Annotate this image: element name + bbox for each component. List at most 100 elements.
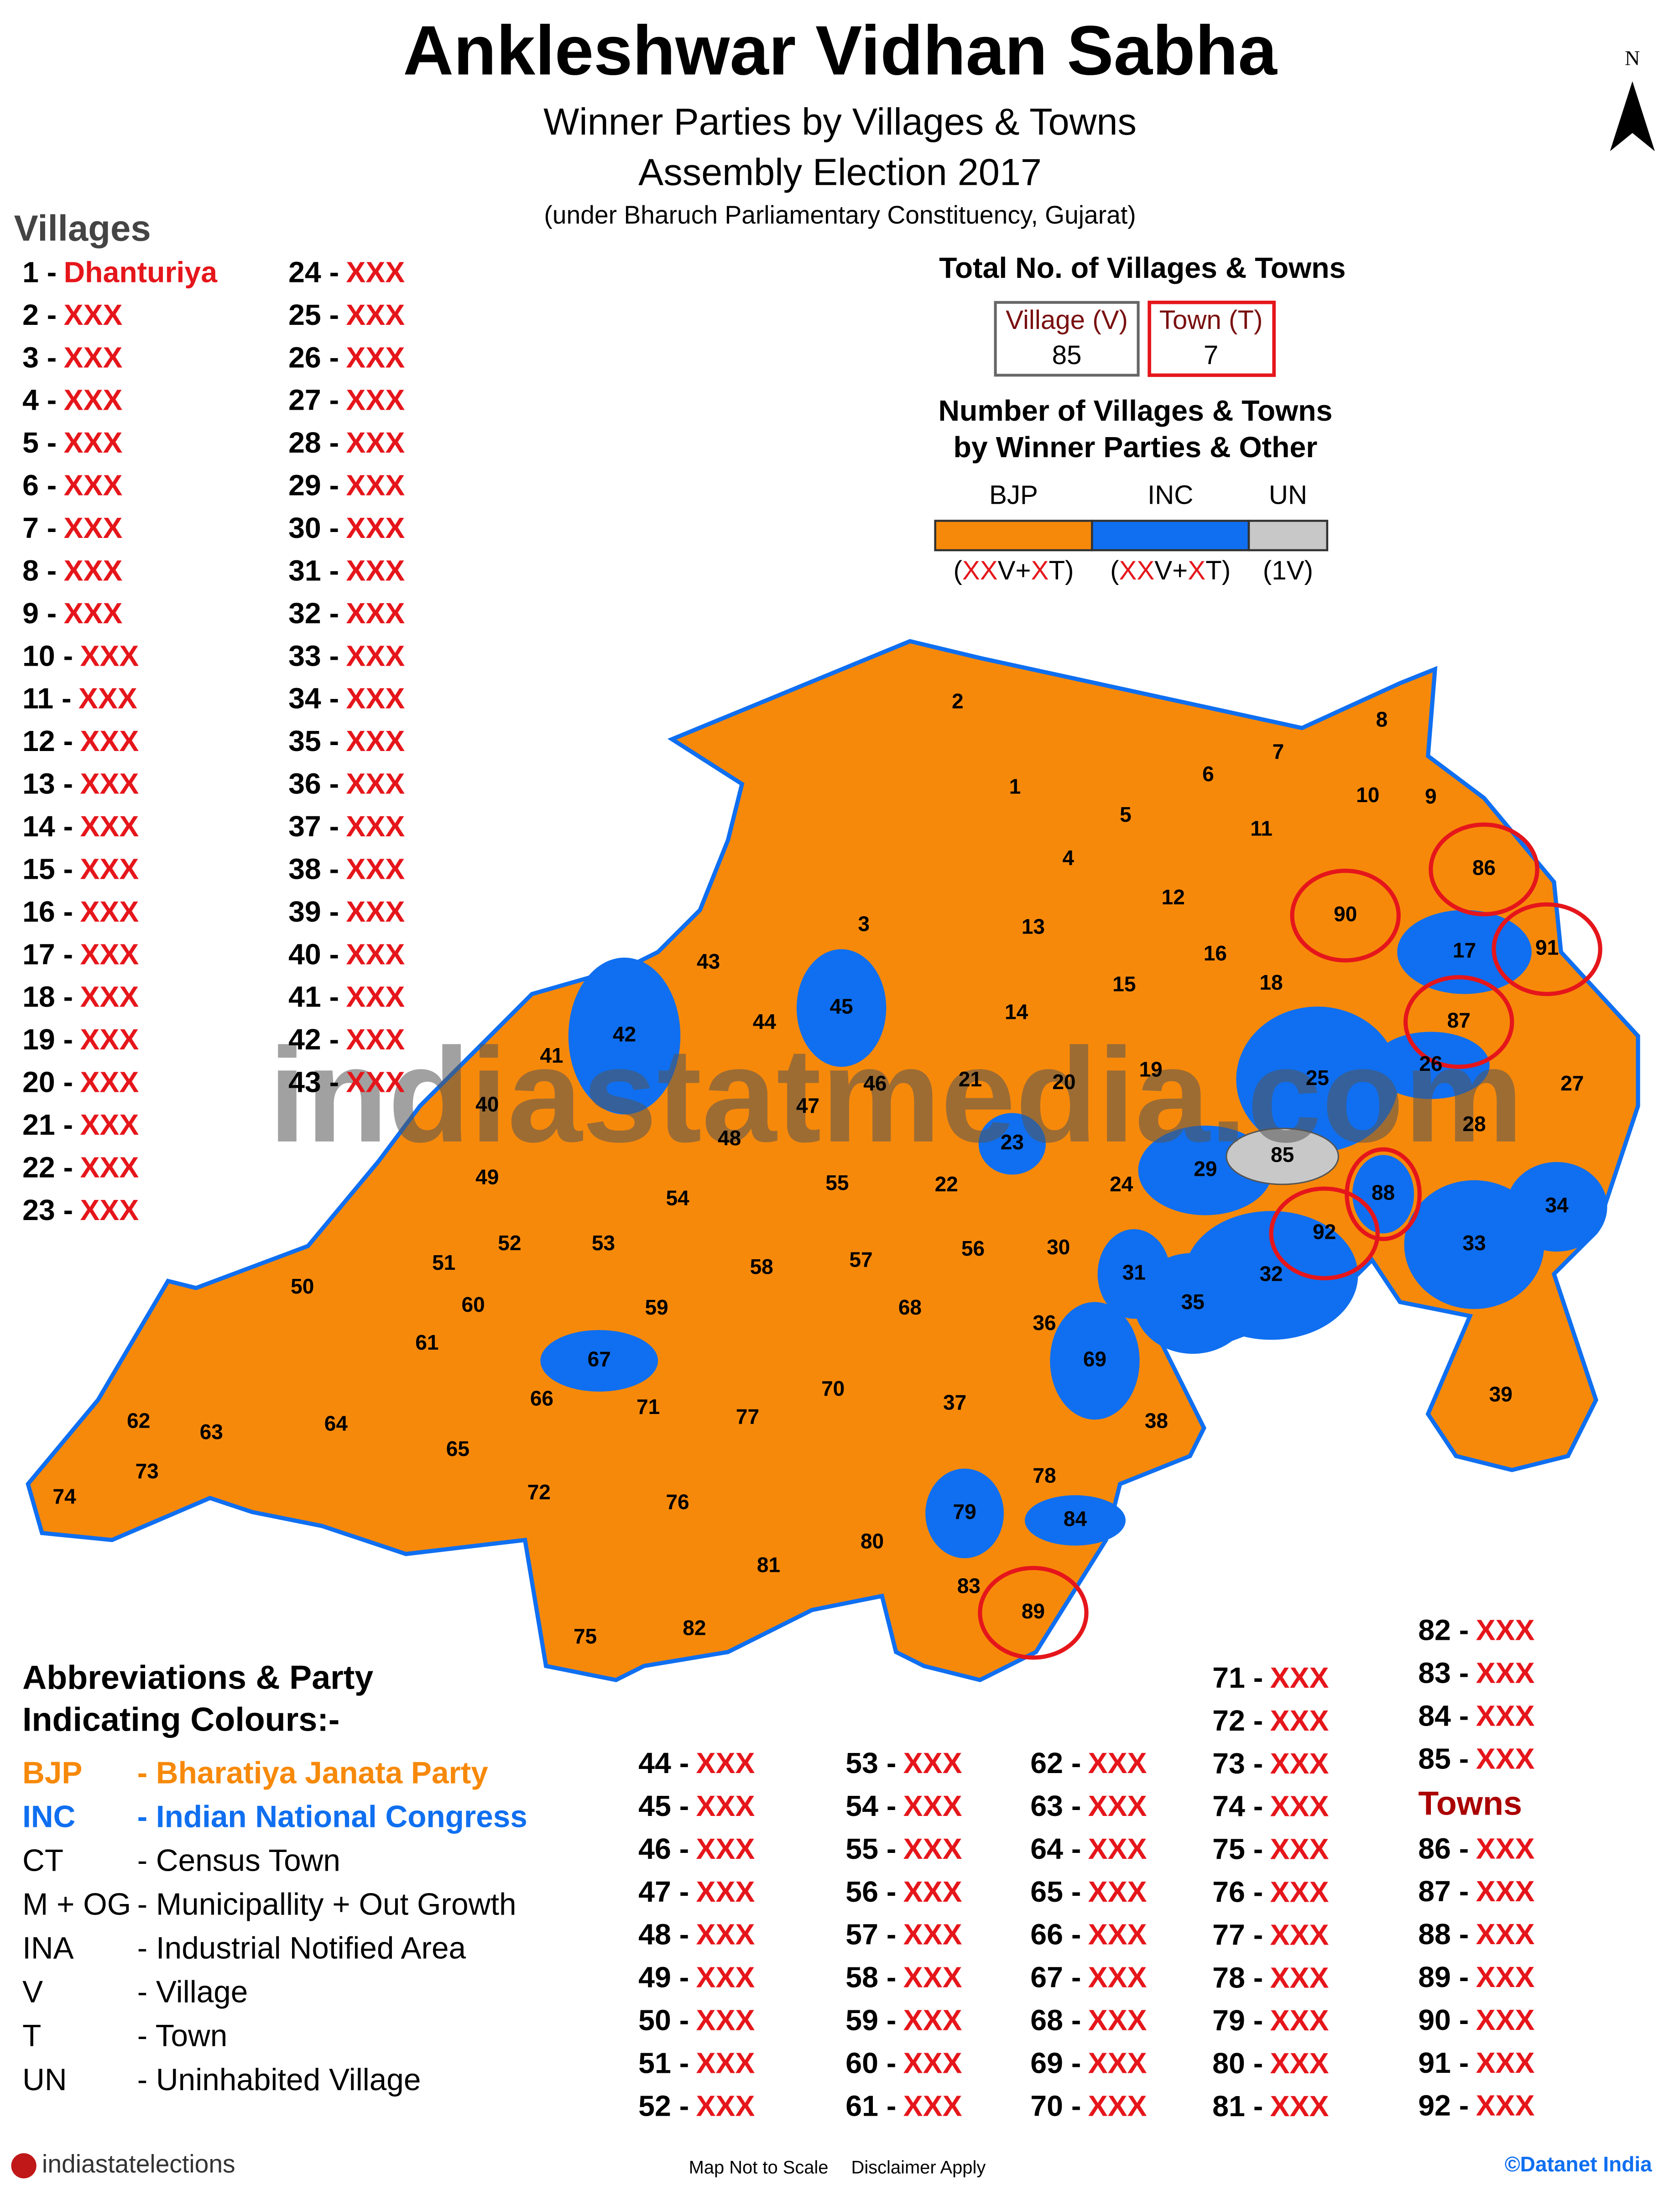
region-label: 16: [1204, 941, 1227, 965]
item-number: 69 -: [1030, 2046, 1081, 2079]
region-label: 35: [1181, 1290, 1205, 1314]
list-item: 69 - XXX: [1030, 2046, 1147, 2079]
item-number: 20 -: [22, 1066, 73, 1099]
list-item: 12 - XXX: [22, 725, 139, 757]
item-number: 45 -: [638, 1789, 689, 1822]
region-label: 2: [952, 689, 964, 713]
region-label: 48: [718, 1126, 741, 1150]
item-number: 10 -: [22, 639, 73, 672]
count-part: (1V): [1263, 556, 1313, 585]
abbr-desc: - Indian National Congress: [137, 1800, 527, 1834]
item-number: 73 -: [1212, 1747, 1263, 1780]
item-name: XXX: [64, 341, 123, 374]
list-item: 23 - XXX: [22, 1194, 139, 1226]
item-number: 11 -: [22, 682, 71, 715]
scale-note: Map Not to Scale: [689, 2157, 829, 2177]
item-number: 38 -: [288, 852, 339, 885]
list-item: 35 - XXX: [288, 725, 405, 757]
item-name: XXX: [696, 2089, 755, 2122]
list-item: 51 - XXX: [638, 2046, 755, 2079]
list-item: 63 - XXX: [1030, 1789, 1147, 1822]
list-item: 21 - XXX: [22, 1108, 139, 1141]
region-fill: [1372, 1032, 1490, 1099]
region-fill: [540, 1330, 658, 1392]
region-fill: [925, 1468, 1004, 1559]
item-number: 90 -: [1418, 2003, 1469, 2036]
region-label: 91: [1535, 936, 1559, 960]
item-name: XXX: [1088, 1875, 1147, 1908]
list-item: 32 - XXX: [288, 597, 405, 630]
item-number: 58 -: [845, 1961, 896, 1994]
region-label: 26: [1419, 1052, 1442, 1075]
village-count: 85: [1052, 340, 1082, 370]
region-label: 37: [943, 1391, 966, 1414]
list-item: 2 - XXX: [22, 298, 122, 331]
totals-title: Total No. of Villages & Towns: [939, 251, 1346, 284]
subtitle: Winner Parties by Villages & Towns: [543, 100, 1137, 143]
item-name: XXX: [1270, 1833, 1329, 1866]
item-name: XXX: [1476, 1700, 1535, 1732]
region-label: 90: [1334, 902, 1357, 926]
town-label: Town (T): [1159, 305, 1263, 335]
region-label: 72: [527, 1480, 551, 1504]
list-item: 10 - XXX: [22, 639, 139, 672]
region-label: 80: [861, 1529, 884, 1553]
item-number: 30 -: [288, 511, 339, 544]
item-number: 48 -: [638, 1918, 689, 1951]
list-item: 1 - Dhanturiya: [22, 256, 218, 288]
villages-heading: Villages: [14, 208, 151, 248]
region-label: 29: [1194, 1157, 1217, 1180]
list-item: 75 - XXX: [1212, 1833, 1329, 1866]
list-item: 82 - XXX: [1418, 1614, 1534, 1647]
region-label: 41: [540, 1043, 563, 1067]
item-number: 43 -: [288, 1066, 339, 1099]
item-name: XXX: [696, 2004, 755, 2037]
list-item: 50 - XXX: [638, 2004, 755, 2037]
list-item: 89 - XXX: [1418, 1961, 1534, 1993]
list-item: 48 - XXX: [638, 1918, 755, 1951]
region-label: 87: [1447, 1008, 1471, 1032]
region-label: 6: [1202, 762, 1214, 786]
item-name: XXX: [80, 1108, 139, 1141]
item-name: XXX: [346, 725, 405, 757]
list-item: 64 - XXX: [1030, 1832, 1147, 1865]
item-number: 66 -: [1030, 1918, 1081, 1951]
region-label: 24: [1110, 1172, 1133, 1196]
item-name: XXX: [1088, 1961, 1147, 1994]
item-name: XXX: [346, 426, 405, 459]
region-label: 7: [1273, 740, 1284, 763]
party-name: UN: [1269, 480, 1307, 510]
region-label: 78: [1033, 1463, 1056, 1487]
item-name: XXX: [346, 384, 405, 417]
list-item: 14 - XXX: [22, 810, 139, 843]
region-label: 36: [1033, 1311, 1056, 1335]
list-item: 3 - XXX: [22, 341, 122, 374]
item-number: 64 -: [1030, 1832, 1081, 1865]
item-number: 81 -: [1212, 2090, 1263, 2123]
list-item: 45 - XXX: [638, 1789, 755, 1822]
region-label: 57: [849, 1248, 872, 1272]
item-name: XXX: [1476, 1832, 1535, 1865]
item-name: XXX: [346, 554, 405, 587]
logo-icon: [11, 2153, 37, 2179]
item-name: XXX: [1270, 1747, 1329, 1780]
item-name: XXX: [1476, 1742, 1535, 1775]
region-label: 15: [1112, 972, 1136, 996]
abbr-heading: Indicating Colours:-: [22, 1701, 339, 1738]
region-label: 4: [1062, 846, 1074, 870]
region-label: 46: [863, 1071, 887, 1095]
region-label: 1: [1009, 775, 1021, 798]
item-number: 34 -: [288, 682, 339, 715]
party-swatch: [934, 520, 1093, 552]
item-name: XXX: [1088, 1747, 1147, 1779]
region-label: 25: [1306, 1066, 1329, 1090]
item-name: XXX: [64, 298, 123, 331]
winners-title: by Winner Parties & Other: [954, 431, 1318, 464]
region-label: 56: [961, 1236, 985, 1260]
item-name: XXX: [903, 1747, 962, 1779]
item-number: 84 -: [1418, 1700, 1469, 1732]
abbr-desc: - Census Town: [137, 1844, 340, 1878]
copyright: ©Datanet India: [1505, 2152, 1652, 2176]
item-number: 46 -: [638, 1832, 689, 1865]
item-number: 9 -: [22, 597, 57, 630]
